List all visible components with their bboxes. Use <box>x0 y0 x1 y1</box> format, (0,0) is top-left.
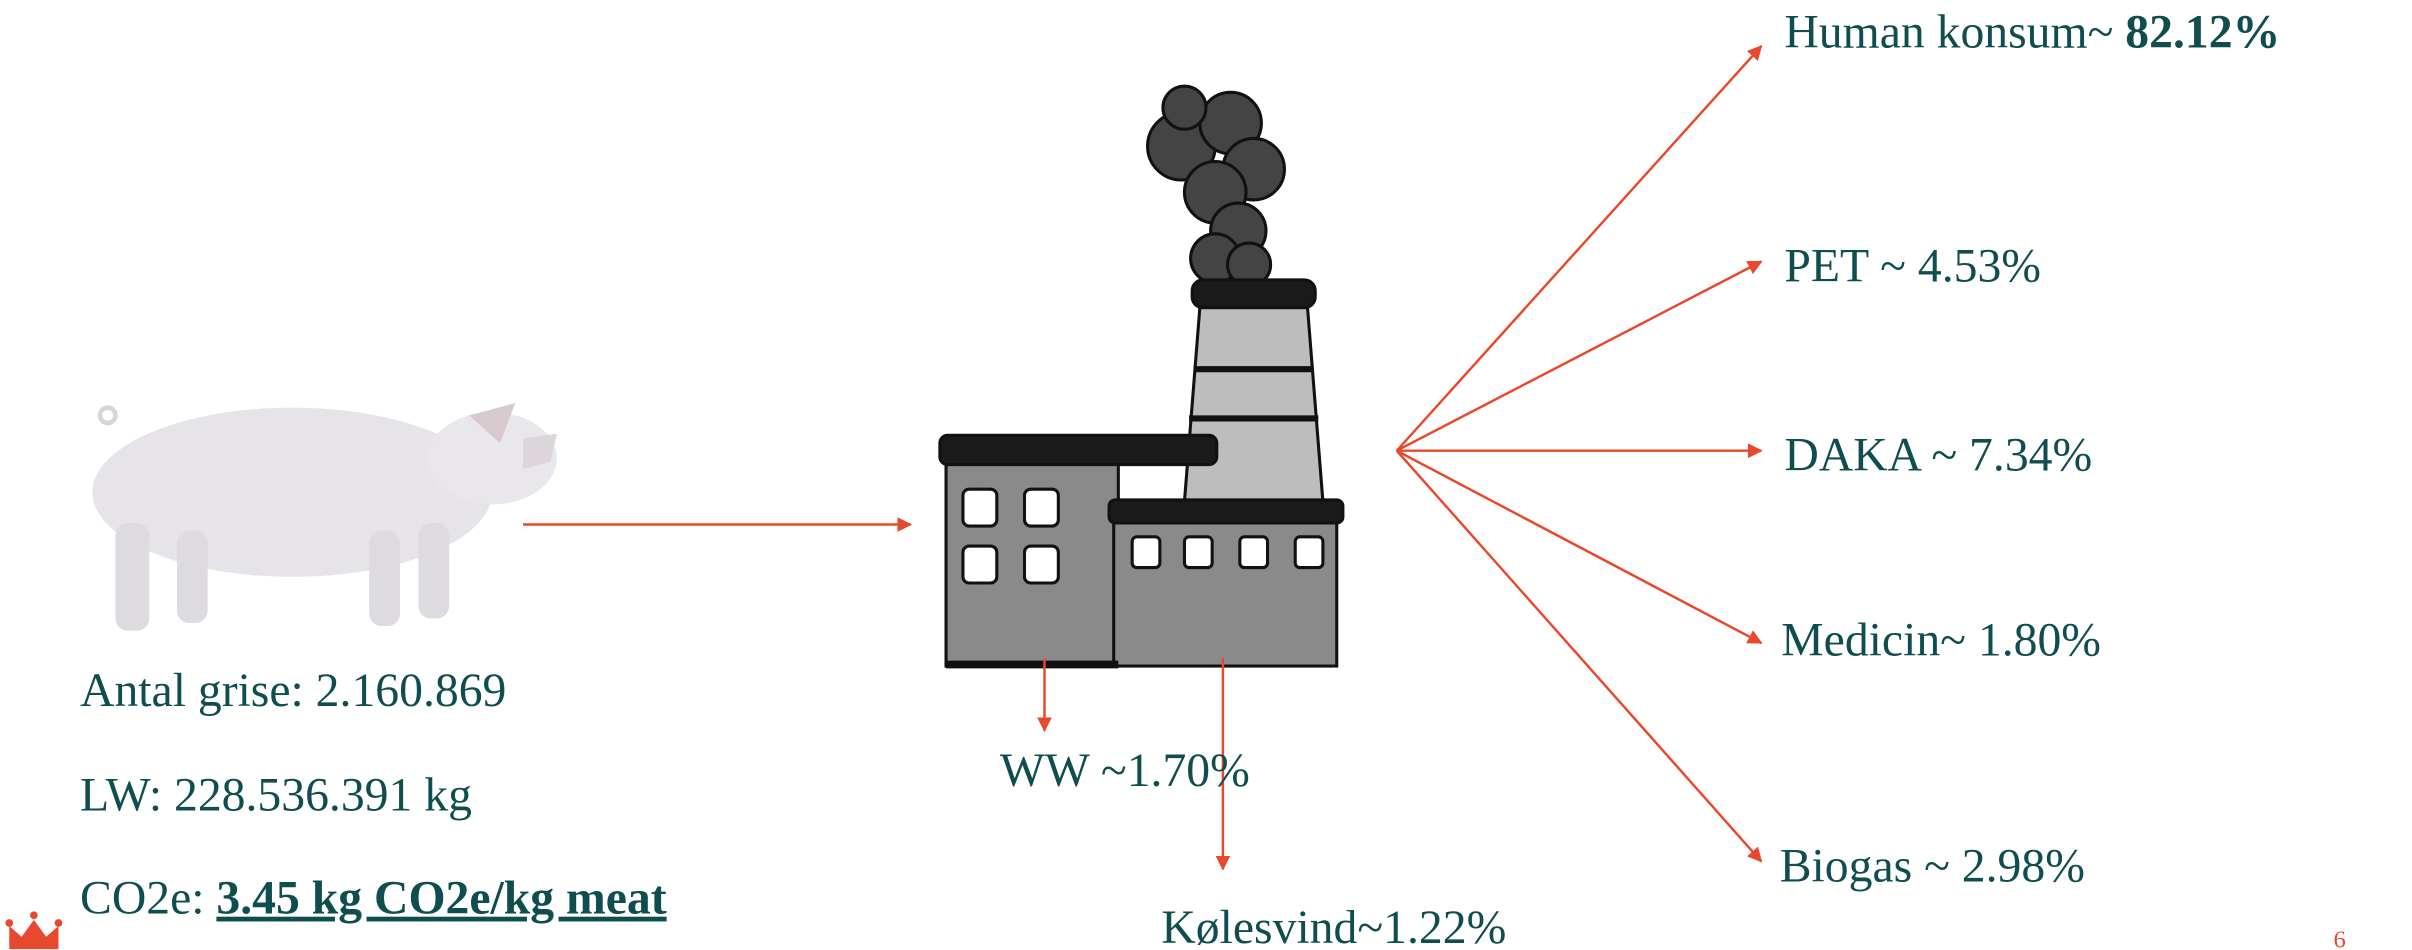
input-line: LW: 228.536.391 kg <box>80 770 472 822</box>
text-part: CO2e: <box>80 873 216 925</box>
pig-image <box>92 403 557 631</box>
output-label: WW ~1.70% <box>1000 745 1250 797</box>
output-label: Human konsum~ 82.12% <box>1784 7 2280 59</box>
logo <box>5 911 63 950</box>
text-part: 82.12% <box>2125 7 2280 59</box>
input-line: CO2e: 3.45 kg CO2e/kg meat <box>80 873 667 925</box>
factory-icon <box>938 84 1345 669</box>
output-label: Kølesvind~1.22% <box>1161 902 1506 950</box>
flow-arrows <box>523 45 1763 871</box>
text-part: 3.45 kg CO2e/kg meat <box>216 873 666 925</box>
output-label: Biogas ~ 2.98% <box>1780 840 2085 892</box>
text-part: LW: 228.536.391 kg <box>80 770 472 822</box>
output-label: PET ~ 4.53% <box>1784 240 2041 292</box>
text-part: Antal grise: 2.160.869 <box>80 665 506 717</box>
text-part: Human konsum~ <box>1784 7 2125 59</box>
page-number: 6 <box>2334 927 2346 950</box>
input-line: Antal grise: 2.160.869 <box>80 665 506 717</box>
output-label: DAKA ~ 7.34% <box>1784 430 2092 482</box>
output-label: Medicin~ 1.80% <box>1781 614 2101 666</box>
